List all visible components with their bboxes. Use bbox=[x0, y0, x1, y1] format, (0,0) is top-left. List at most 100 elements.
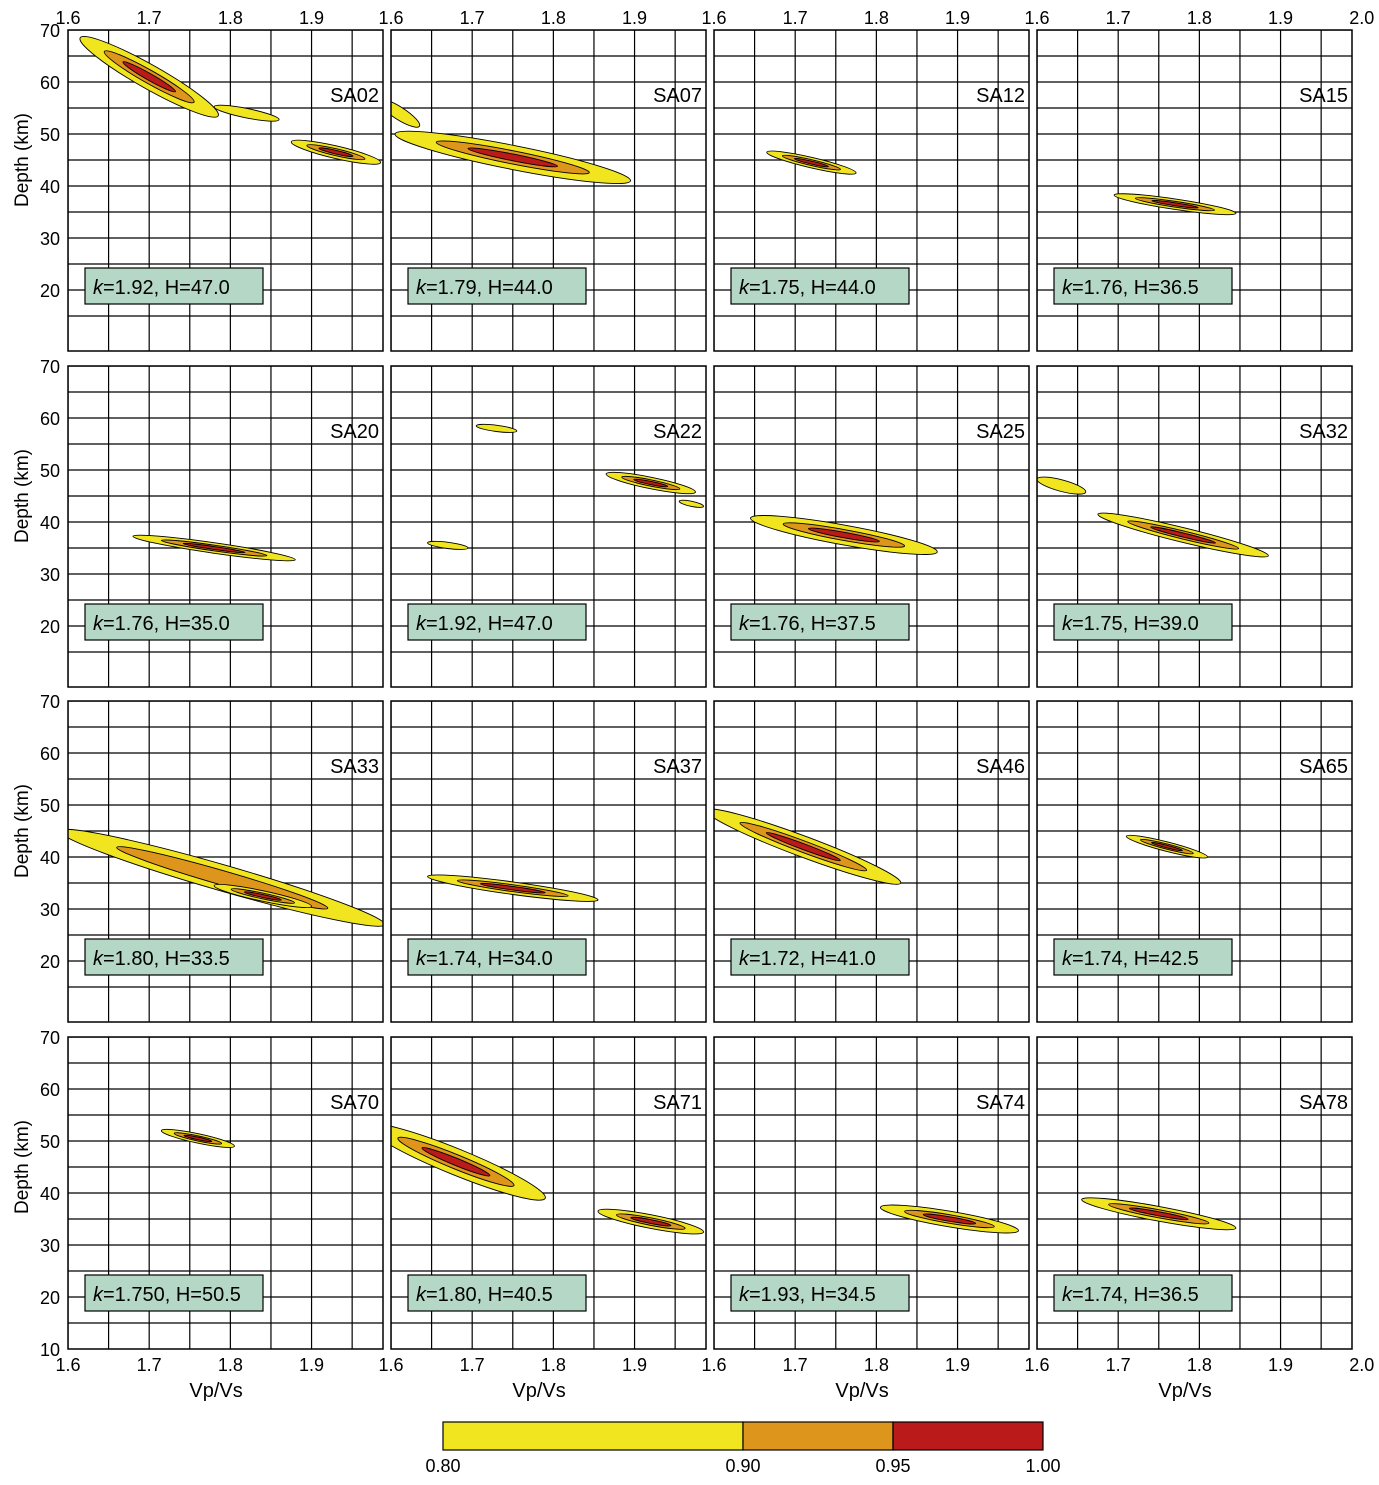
panel-sa15: SA15 k=1.76, H=36.5 1.6 1.7 1.8 1.9 2.0 bbox=[1024, 8, 1374, 352]
result-text: k=1.72, H=41.0 bbox=[739, 948, 876, 970]
panel-frame bbox=[67, 700, 384, 1023]
y-tick-label: 70 bbox=[40, 1028, 60, 1048]
panel-sa37: SA37 k=1.74, H=34.0 bbox=[390, 700, 707, 1023]
y-tick-label: 40 bbox=[40, 177, 60, 197]
y-tick-label: 20 bbox=[40, 952, 60, 972]
contour-095 bbox=[467, 147, 558, 168]
panel-sa12: SA12 k=1.75, H=44.0 1.6 1.7 1.8 1.9 bbox=[701, 8, 1030, 352]
panel-sa74: SA74 k=1.93, H=34.5 1.6 1.7 1.8 1.9 Vp/Vs bbox=[701, 1036, 1030, 1402]
x-tick-label-bottom: 1.6 bbox=[55, 1355, 80, 1375]
contour-095 bbox=[421, 1147, 491, 1177]
colorbar-tick-label: 0.95 bbox=[875, 1456, 910, 1476]
panel-sa07: SA07 k=1.79, H=44.0 1.6 1.7 1.8 1.9 bbox=[378, 8, 707, 352]
x-tick-label-bottom: 1.9 bbox=[299, 1355, 324, 1375]
panel-frame bbox=[1036, 365, 1353, 688]
x-tick-label-top: 1.8 bbox=[218, 8, 243, 28]
x-tick-label-top: 1.8 bbox=[541, 8, 566, 28]
result-text: k=1.75, H=39.0 bbox=[1062, 613, 1199, 635]
x-tick-label-bottom: 1.7 bbox=[460, 1355, 485, 1375]
station-label: SA25 bbox=[976, 421, 1025, 443]
x-tick-label-top: 1.9 bbox=[622, 8, 647, 28]
result-box bbox=[1053, 1274, 1233, 1312]
y-tick-label: 40 bbox=[40, 1184, 60, 1204]
y-axis-label: Depth (km) bbox=[12, 449, 33, 543]
y-tick-label: 70 bbox=[40, 21, 60, 41]
result-text: k=1.750, H=50.5 bbox=[93, 1284, 241, 1306]
y-tick-label: 30 bbox=[40, 565, 60, 585]
x-tick-label-top: 1.7 bbox=[137, 8, 162, 28]
panel-sa22: SA22 k=1.92, H=47.0 bbox=[390, 365, 707, 688]
station-label: SA33 bbox=[330, 756, 379, 778]
result-text: k=1.75, H=44.0 bbox=[739, 277, 876, 299]
station-label: SA02 bbox=[330, 85, 379, 107]
contour-080 bbox=[213, 104, 280, 122]
contour-095 bbox=[794, 157, 829, 168]
x-tick-label-bottom: 1.9 bbox=[1268, 1355, 1293, 1375]
station-label: SA71 bbox=[653, 1092, 702, 1114]
x-tick-label-bottom: 1.7 bbox=[1106, 1355, 1131, 1375]
y-tick-label: 50 bbox=[40, 125, 60, 145]
result-text: k=1.76, H=37.5 bbox=[739, 613, 876, 635]
x-tick-label-bottom: 1.8 bbox=[541, 1355, 566, 1375]
result-text: k=1.74, H=42.5 bbox=[1062, 948, 1199, 970]
y-tick-label: 70 bbox=[40, 692, 60, 712]
x-tick-label-bottom: 1.6 bbox=[701, 1355, 726, 1375]
station-label: SA20 bbox=[330, 421, 379, 443]
result-box bbox=[407, 1274, 587, 1312]
y-tick-label: 50 bbox=[40, 796, 60, 816]
y-axis-label: Depth (km) bbox=[12, 784, 33, 878]
result-text: k=1.74, H=34.0 bbox=[416, 948, 553, 970]
colorbar: 0.80 0.90 0.95 1.00 bbox=[425, 1421, 1061, 1476]
contour-095 bbox=[318, 147, 354, 157]
colorbar-tick-label: 1.00 bbox=[1025, 1456, 1060, 1476]
x-tick-label-bottom: 1.6 bbox=[378, 1355, 403, 1375]
contour-080 bbox=[391, 98, 421, 128]
x-tick-label-top: 1.9 bbox=[299, 8, 324, 28]
result-text: k=1.79, H=44.0 bbox=[416, 277, 553, 299]
contour-095 bbox=[122, 61, 176, 93]
x-tick-label-top: 1.9 bbox=[1268, 8, 1293, 28]
contour-080 bbox=[678, 499, 705, 508]
y-tick-label: 20 bbox=[40, 281, 60, 301]
panel-frame bbox=[713, 365, 1030, 688]
x-tick-label-top: 1.6 bbox=[1024, 8, 1049, 28]
station-label: SA65 bbox=[1299, 756, 1348, 778]
panel-sa25: SA25 k=1.76, H=37.5 bbox=[713, 365, 1030, 688]
colorbar-segment bbox=[442, 1421, 744, 1451]
station-label: SA70 bbox=[330, 1092, 379, 1114]
panel-sa02: SA02 k=1.92, H=47.0 20 30 40 50 60 70 Depth (km)… bbox=[12, 8, 384, 352]
x-tick-label-top: 1.7 bbox=[460, 8, 485, 28]
panel-frame bbox=[390, 29, 707, 352]
x-tick-label-top: 1.9 bbox=[945, 8, 970, 28]
y-tick-label: 20 bbox=[40, 617, 60, 637]
x-tick-label-bottom: 1.8 bbox=[218, 1355, 243, 1375]
x-tick-label-bottom: 1.9 bbox=[622, 1355, 647, 1375]
x-tick-label-top: 1.6 bbox=[55, 8, 80, 28]
station-label: SA07 bbox=[653, 85, 702, 107]
contour-095 bbox=[1129, 1207, 1189, 1221]
station-label: SA37 bbox=[653, 756, 702, 778]
result-box bbox=[407, 603, 587, 641]
result-box bbox=[407, 267, 587, 305]
result-box bbox=[730, 267, 910, 305]
y-tick-label: 60 bbox=[40, 1080, 60, 1100]
station-label: SA74 bbox=[976, 1092, 1025, 1114]
result-text: k=1.76, H=36.5 bbox=[1062, 277, 1199, 299]
y-tick-label: 60 bbox=[40, 73, 60, 93]
panel-frame bbox=[390, 700, 707, 1023]
x-axis-label: Vp/Vs bbox=[1158, 1380, 1211, 1402]
panel-frame bbox=[1036, 1036, 1353, 1350]
panel-frame bbox=[67, 1036, 384, 1350]
x-tick-label-bottom: 2.0 bbox=[1349, 1355, 1374, 1375]
result-box bbox=[730, 603, 910, 641]
result-box bbox=[1053, 938, 1233, 976]
contour-095 bbox=[243, 891, 282, 901]
contour-095 bbox=[479, 882, 546, 894]
station-label: SA22 bbox=[653, 421, 702, 443]
result-box bbox=[407, 938, 587, 976]
contour-095 bbox=[807, 527, 880, 543]
result-box bbox=[84, 938, 264, 976]
contour-095 bbox=[765, 832, 841, 862]
colorbar-segment bbox=[892, 1421, 1044, 1451]
contour-080 bbox=[1037, 476, 1087, 495]
